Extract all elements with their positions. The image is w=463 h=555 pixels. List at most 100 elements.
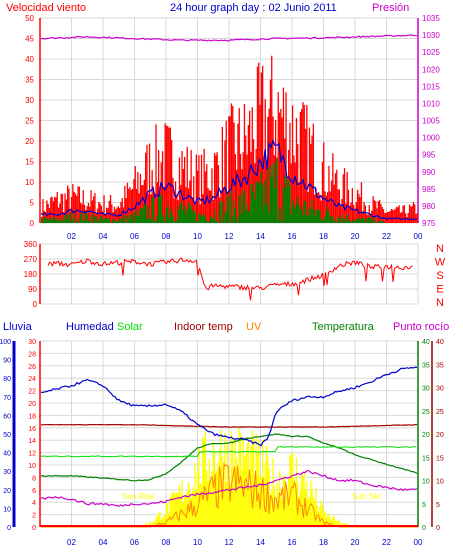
gust-bar bbox=[87, 202, 90, 223]
wind-bar bbox=[293, 205, 295, 223]
gust-bar bbox=[351, 188, 353, 223]
gust-bar bbox=[416, 213, 418, 223]
wind-bar bbox=[241, 213, 243, 223]
wind-bar bbox=[349, 220, 351, 223]
solar-bar bbox=[298, 496, 300, 527]
solar-bar bbox=[228, 467, 230, 527]
solar-bar bbox=[163, 516, 165, 527]
wind-bar bbox=[286, 178, 288, 223]
gust-bar bbox=[202, 194, 204, 223]
rain-y-tick: 40 bbox=[3, 451, 11, 458]
wind-y-tick: 45 bbox=[25, 35, 34, 44]
gust-bar bbox=[163, 186, 165, 223]
gust-bar bbox=[215, 155, 217, 223]
gust-bar bbox=[389, 211, 391, 223]
wind-bar bbox=[223, 201, 225, 223]
gust-bar bbox=[126, 182, 129, 223]
solar-bar bbox=[158, 512, 160, 527]
wind-bar bbox=[184, 205, 186, 223]
gust-bar bbox=[156, 182, 158, 223]
gust-bar bbox=[198, 155, 200, 223]
dewpoint-y-tick: 25 bbox=[436, 409, 444, 416]
rain-y-tick: 80 bbox=[3, 376, 11, 383]
gust-bar bbox=[197, 170, 199, 223]
solar-bar bbox=[251, 429, 253, 527]
pressure-y-tick: 1000 bbox=[422, 134, 440, 143]
wind-bar bbox=[359, 217, 361, 223]
gust-bar bbox=[195, 154, 197, 223]
gust-bar bbox=[332, 153, 334, 223]
wind-bar bbox=[345, 221, 347, 223]
direction-y-tick: 0 bbox=[33, 300, 38, 309]
solar-bar bbox=[198, 448, 200, 527]
solar-bar bbox=[271, 490, 273, 527]
gust-bar bbox=[128, 188, 130, 223]
gust-bar bbox=[76, 195, 78, 223]
wind-bar bbox=[325, 211, 327, 223]
solar-bar bbox=[154, 521, 156, 527]
wind-bar bbox=[107, 218, 109, 223]
gust-bar bbox=[204, 171, 207, 223]
solar-bar bbox=[171, 493, 173, 527]
climate-x-tick: 04 bbox=[99, 538, 108, 547]
gust-bar bbox=[340, 206, 342, 223]
wind-bar bbox=[228, 197, 230, 223]
solar-bar bbox=[156, 515, 158, 527]
wind-bar bbox=[353, 219, 355, 223]
wind-bar bbox=[60, 221, 62, 223]
gust-bar bbox=[372, 196, 374, 223]
wind-bar bbox=[242, 190, 244, 223]
gust-bar bbox=[48, 208, 51, 223]
indoor-temp-line bbox=[40, 423, 417, 428]
gust-bar bbox=[98, 201, 100, 223]
gust-bar bbox=[414, 204, 416, 223]
wind-bar bbox=[158, 195, 160, 223]
wind-bar bbox=[186, 209, 188, 223]
wind-bar bbox=[255, 181, 257, 223]
gust-bar bbox=[217, 165, 220, 223]
climate-x-tick: 08 bbox=[162, 538, 171, 547]
gust-bar bbox=[61, 193, 64, 223]
gust-bar bbox=[116, 207, 118, 223]
dewpoint-y-tick: 20 bbox=[436, 432, 444, 439]
gust-bar bbox=[311, 135, 313, 223]
wind-bar bbox=[148, 219, 151, 223]
gust-bar bbox=[359, 197, 361, 223]
wind-bar bbox=[350, 221, 352, 223]
wind-x-tick: 22 bbox=[382, 232, 391, 241]
legend-punto-rocio: Punto rocío bbox=[393, 321, 449, 333]
gust-bar bbox=[377, 201, 379, 223]
pressure-y-tick: 1030 bbox=[422, 31, 440, 40]
rain-y-tick: 90 bbox=[3, 358, 11, 365]
wind-bar bbox=[268, 212, 270, 223]
solar-bar bbox=[327, 514, 329, 527]
dewpoint-y-tick: 0 bbox=[436, 525, 440, 532]
gust-bar bbox=[373, 200, 376, 223]
wind-bar bbox=[100, 215, 103, 223]
climate-x-tick: 18 bbox=[319, 538, 328, 547]
wind-x-tick: 18 bbox=[319, 232, 328, 241]
temperature-y-tick: 15 bbox=[422, 455, 430, 462]
wind-y-tick: 20 bbox=[25, 137, 34, 146]
solar-bar bbox=[319, 506, 321, 527]
solar-bar bbox=[252, 439, 255, 527]
compass-letter: W bbox=[435, 257, 446, 269]
gust-bar bbox=[293, 155, 295, 223]
gust-bar bbox=[256, 66, 259, 223]
sunrise-label: Sun Rise bbox=[122, 492, 155, 501]
pressure-y-tick: 975 bbox=[422, 219, 436, 228]
wind-bar bbox=[310, 209, 312, 223]
solar-bar bbox=[184, 495, 186, 527]
wind-bar bbox=[80, 213, 82, 223]
wind-bar bbox=[366, 218, 368, 223]
wind-bar bbox=[199, 213, 201, 223]
wind-bar bbox=[278, 206, 281, 223]
wind-bar bbox=[113, 221, 116, 223]
solar-bar bbox=[177, 492, 179, 527]
gust-bar bbox=[301, 109, 303, 223]
wind-bar bbox=[215, 220, 217, 223]
pressure-y-tick: 1020 bbox=[422, 65, 440, 74]
gust-bar bbox=[208, 190, 210, 223]
gust-bar bbox=[129, 186, 131, 223]
temperature-y-tick: 25 bbox=[422, 409, 430, 416]
